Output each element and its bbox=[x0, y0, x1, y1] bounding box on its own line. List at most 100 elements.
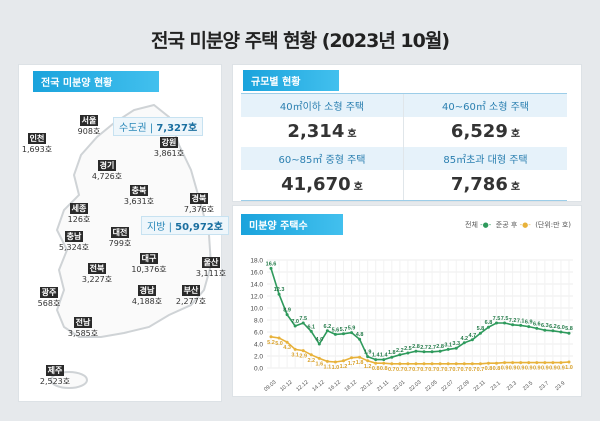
data-label: 2.7 bbox=[420, 345, 428, 351]
data-point bbox=[390, 362, 394, 366]
data-label: 0.8 bbox=[493, 366, 501, 372]
region-value: 7,376호 bbox=[183, 205, 215, 214]
data-label: 5.7 bbox=[340, 327, 348, 333]
data-point bbox=[382, 358, 386, 362]
x-tick-label: 23.9 bbox=[554, 380, 566, 391]
x-tick-label: 21.11 bbox=[376, 380, 390, 393]
data-label: 1.6 bbox=[315, 361, 323, 367]
region-value: 908호 bbox=[77, 127, 101, 136]
x-tick-label: 16.12 bbox=[328, 380, 342, 393]
size-header: 60~85㎡ 중형 주택 bbox=[241, 147, 403, 170]
size-cell: 40㎡이하 소형 주택 2,314 호 bbox=[241, 94, 404, 147]
x-tick-label: 23.3 bbox=[506, 380, 518, 391]
data-point bbox=[486, 361, 490, 365]
data-point bbox=[301, 349, 305, 353]
data-label: 4.7 bbox=[469, 333, 477, 339]
data-label: 7.1 bbox=[517, 318, 525, 324]
capital-value: 7,327호 bbox=[156, 123, 198, 134]
data-point bbox=[559, 330, 563, 334]
data-label: 5.6 bbox=[332, 327, 340, 333]
legend-completed-marker-icon: -●- bbox=[519, 221, 531, 229]
data-point bbox=[301, 321, 305, 325]
region-value: 4,188호 bbox=[131, 297, 163, 306]
region-name: 전남 bbox=[73, 317, 93, 328]
data-point bbox=[527, 361, 531, 365]
data-label: 0.8 bbox=[380, 366, 388, 372]
data-label: 5.9 bbox=[348, 326, 356, 332]
region-name: 서울 bbox=[79, 115, 99, 126]
size-unit: 호 bbox=[353, 182, 363, 193]
data-label: 2.5 bbox=[404, 346, 412, 352]
data-label: 1.4 bbox=[372, 353, 381, 359]
legend-completed: 준공 후 bbox=[495, 221, 518, 229]
data-label: 6.6 bbox=[533, 321, 541, 327]
size-section-label: 규모별 현황 bbox=[243, 70, 339, 91]
region-name: 경북 bbox=[189, 193, 209, 204]
size-value: 6,529 bbox=[450, 121, 508, 142]
region-name: 대전 bbox=[110, 227, 130, 238]
region-value: 799호 bbox=[108, 239, 132, 248]
data-point bbox=[446, 362, 450, 366]
y-tick-label: 6.0 bbox=[254, 330, 263, 337]
data-point bbox=[503, 321, 507, 325]
x-tick-label: 18.12 bbox=[344, 380, 358, 393]
data-label: 0.7 bbox=[428, 367, 436, 373]
data-label: 0.7 bbox=[404, 367, 412, 373]
x-tick-label: 22.05 bbox=[424, 380, 438, 393]
data-point bbox=[495, 321, 499, 325]
region-name: 충남 bbox=[64, 231, 84, 242]
region-value: 1,693호 bbox=[21, 145, 53, 154]
data-point bbox=[430, 350, 434, 354]
data-label: 8.9 bbox=[283, 308, 291, 314]
data-point bbox=[559, 361, 563, 365]
chart-panel: 미분양 주택수 전체 -●- 준공 후 -●- (단위:만 호) 0.0 2.0 4… bbox=[232, 205, 582, 397]
data-label: 1.9 bbox=[364, 350, 372, 356]
region-label: 인천 1,693호 bbox=[19, 133, 55, 155]
region-label: 서울 908호 bbox=[71, 115, 107, 137]
size-header: 85㎡초과 대형 주택 bbox=[404, 147, 567, 170]
data-point bbox=[341, 332, 345, 336]
x-tick-label: 22.03 bbox=[408, 380, 422, 393]
data-label: 2.8 bbox=[436, 344, 444, 350]
region-label: 세종 126호 bbox=[61, 203, 97, 225]
data-point bbox=[285, 340, 289, 344]
data-label: 0.9 bbox=[533, 366, 541, 372]
region-value: 2,277호 bbox=[175, 297, 207, 306]
data-label: 0.7 bbox=[469, 367, 477, 373]
region-name: 부산 bbox=[181, 285, 201, 296]
data-point bbox=[269, 335, 273, 339]
data-point bbox=[535, 326, 539, 330]
data-point bbox=[503, 361, 507, 365]
data-label: 0.9 bbox=[509, 366, 517, 372]
data-point bbox=[309, 329, 313, 333]
map-section-label: 전국 미분양 현황 bbox=[33, 71, 159, 92]
data-label: 6.9 bbox=[525, 320, 533, 326]
x-tick-label: 14.12 bbox=[311, 380, 325, 393]
x-tick-label: 23.7 bbox=[538, 380, 550, 391]
data-point bbox=[358, 337, 362, 341]
data-point bbox=[414, 349, 418, 353]
data-point bbox=[406, 362, 410, 366]
size-unit: 호 bbox=[510, 182, 521, 193]
size-value: 41,670 bbox=[281, 174, 351, 195]
data-label: 4.2 bbox=[460, 336, 468, 342]
data-label: 1.8 bbox=[356, 360, 364, 366]
data-label: 7.2 bbox=[509, 318, 517, 324]
region-name: 충북 bbox=[129, 185, 149, 196]
y-tick-label: 18.0 bbox=[250, 258, 263, 265]
region-label: 제주 2,523호 bbox=[37, 365, 73, 387]
data-point bbox=[519, 323, 523, 327]
data-label: 0.9 bbox=[541, 366, 549, 372]
line-chart: 0.0 2.0 4.0 6.0 8.0 10.0 12.0 14.0 16.0 18.0 09.03… bbox=[250, 258, 573, 393]
data-label: 6.1 bbox=[307, 324, 315, 330]
data-label: 0.9 bbox=[557, 366, 565, 372]
region-value: 126호 bbox=[67, 215, 91, 224]
data-label: 4.8 bbox=[356, 332, 364, 338]
data-point bbox=[277, 336, 281, 340]
region-label: 전북 3,227호 bbox=[79, 263, 115, 285]
data-point bbox=[293, 324, 297, 328]
map-panel: 전국 미분양 현황 수도권 | 7,327호 지방 | 50,972호 서울 90… bbox=[18, 64, 229, 402]
legend-total: 전체 bbox=[465, 221, 478, 229]
data-label: 5.2 bbox=[267, 340, 275, 346]
y-tick-label: 14.0 bbox=[250, 282, 263, 289]
